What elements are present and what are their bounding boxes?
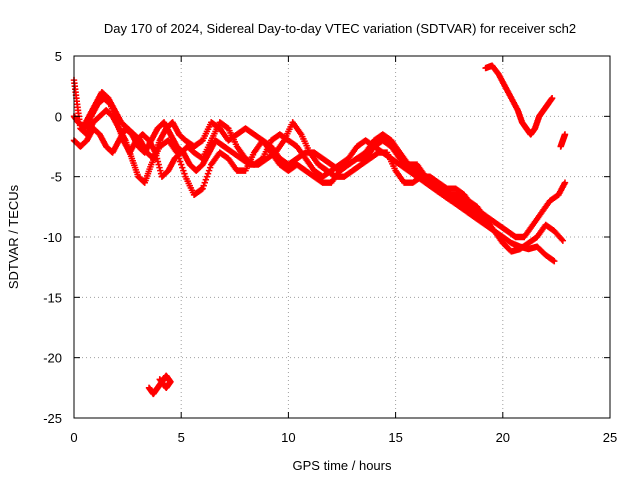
data-point-markers (482, 62, 556, 138)
series-track-4 (79, 89, 489, 223)
y-tick-label: -15 (43, 290, 62, 305)
x-tick-label: 25 (603, 430, 617, 445)
x-tick-label: 0 (70, 430, 77, 445)
x-tick-label: 20 (496, 430, 510, 445)
data-points (70, 62, 569, 398)
x-tick-label: 5 (178, 430, 185, 445)
y-tick-label: 5 (55, 49, 62, 64)
series-track-7 (145, 372, 174, 398)
y-tick-label: -5 (50, 170, 62, 185)
x-tick-label: 15 (388, 430, 402, 445)
axis-ticks: 0 5 10 15 20 25 -25 -20 -15 -10 -5 0 5 (43, 49, 617, 445)
x-axis-label: GPS time / hours (293, 458, 392, 473)
data-point-markers (145, 372, 174, 398)
x-tick-label: 10 (281, 430, 295, 445)
y-tick-label: -20 (43, 351, 62, 366)
series-track-5 (482, 62, 556, 138)
data-point-markers (79, 89, 489, 223)
y-tick-label: -10 (43, 230, 62, 245)
data-point-markers (557, 131, 569, 150)
y-tick-label: -25 (43, 411, 62, 426)
series-track-6 (557, 131, 569, 150)
y-tick-label: 0 (55, 109, 62, 124)
y-axis-label: SDTVAR / TECUs (6, 184, 21, 289)
chart-title: Day 170 of 2024, Sidereal Day-to-day VTE… (104, 21, 576, 36)
